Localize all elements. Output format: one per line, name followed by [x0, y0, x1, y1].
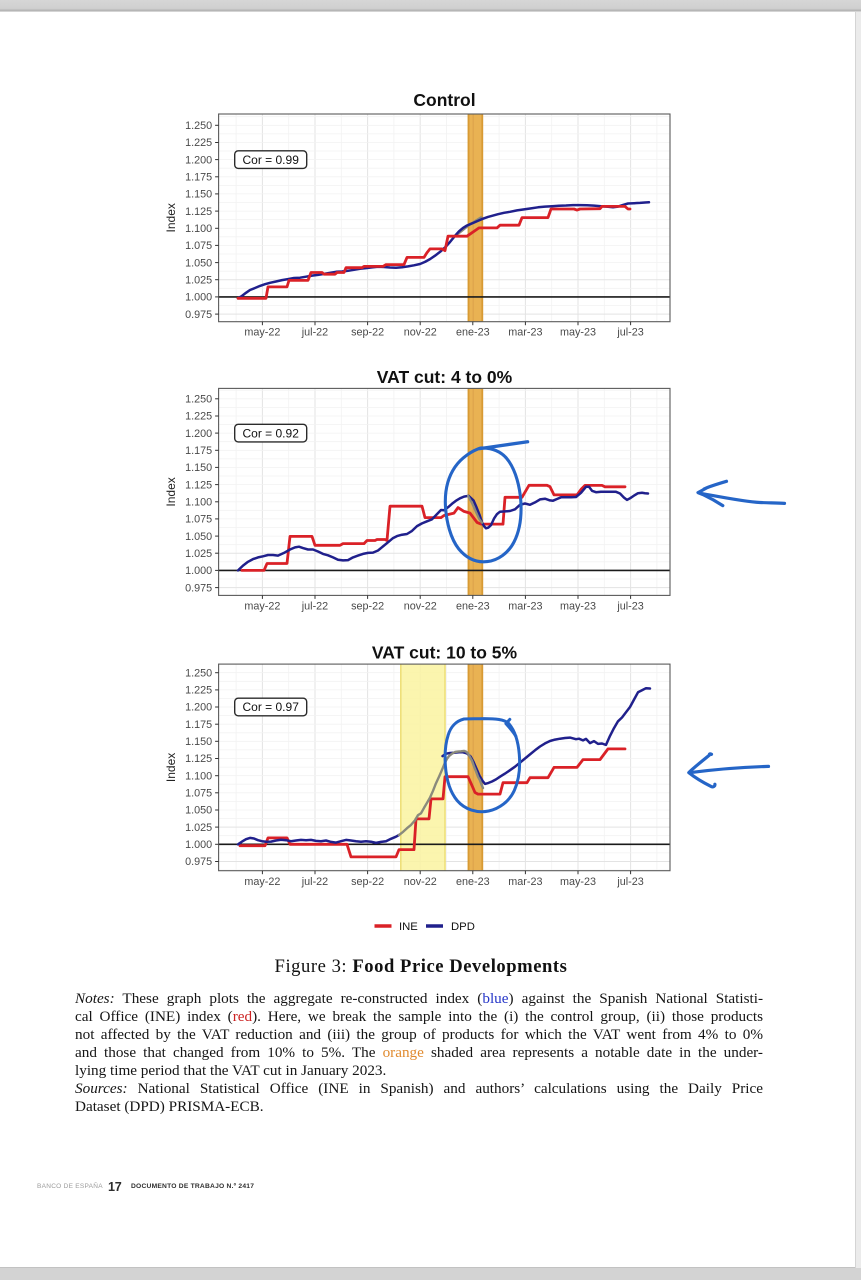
svg-text:1.200: 1.200 — [185, 154, 212, 166]
svg-text:1.225: 1.225 — [185, 137, 212, 149]
svg-text:Cor = 0.99: Cor = 0.99 — [243, 153, 300, 167]
svg-text:1.125: 1.125 — [185, 753, 212, 765]
svg-text:Index: Index — [164, 477, 178, 506]
svg-text:1.150: 1.150 — [185, 189, 212, 201]
svg-text:1.000: 1.000 — [185, 839, 212, 851]
svg-text:ene-23: ene-23 — [456, 327, 490, 339]
svg-text:0.975: 0.975 — [185, 582, 212, 594]
svg-text:1.250: 1.250 — [185, 120, 212, 132]
svg-text:1.050: 1.050 — [185, 531, 212, 543]
svg-text:1.000: 1.000 — [185, 292, 212, 304]
svg-text:1.025: 1.025 — [185, 274, 212, 286]
svg-text:nov-22: nov-22 — [404, 876, 437, 888]
svg-text:1.025: 1.025 — [185, 822, 212, 834]
svg-text:1.100: 1.100 — [185, 223, 212, 235]
svg-text:0.975: 0.975 — [185, 309, 212, 321]
svg-text:Cor = 0.92: Cor = 0.92 — [243, 426, 300, 440]
svg-text:1.200: 1.200 — [185, 702, 212, 714]
svg-text:mar-23: mar-23 — [508, 327, 542, 339]
svg-text:0.975: 0.975 — [185, 856, 212, 868]
svg-text:sep-22: sep-22 — [351, 327, 384, 339]
svg-text:jul-22: jul-22 — [301, 601, 328, 613]
svg-text:jul-23: jul-23 — [616, 601, 643, 613]
svg-text:1.000: 1.000 — [185, 565, 212, 577]
svg-text:jul-22: jul-22 — [301, 876, 328, 888]
svg-text:jul-22: jul-22 — [301, 327, 328, 339]
svg-text:1.250: 1.250 — [185, 667, 212, 679]
svg-text:1.050: 1.050 — [185, 805, 212, 817]
svg-text:may-23: may-23 — [560, 876, 596, 888]
svg-text:1.100: 1.100 — [185, 770, 212, 782]
svg-text:Index: Index — [164, 203, 178, 232]
svg-text:1.100: 1.100 — [185, 497, 212, 509]
svg-text:ene-23: ene-23 — [456, 601, 490, 613]
svg-text:DPD: DPD — [451, 921, 475, 933]
svg-text:1.075: 1.075 — [185, 788, 212, 800]
svg-text:1.225: 1.225 — [185, 411, 212, 423]
svg-text:may-23: may-23 — [560, 327, 596, 339]
svg-text:may-23: may-23 — [560, 601, 596, 613]
svg-text:VAT cut: 4 to 0%: VAT cut: 4 to 0% — [377, 367, 513, 387]
svg-text:1.050: 1.050 — [185, 257, 212, 269]
svg-text:mar-23: mar-23 — [508, 876, 542, 888]
svg-text:1.175: 1.175 — [185, 172, 212, 184]
svg-text:nov-22: nov-22 — [404, 601, 437, 613]
svg-text:1.025: 1.025 — [185, 548, 212, 560]
svg-text:sep-22: sep-22 — [351, 601, 384, 613]
svg-text:nov-22: nov-22 — [404, 327, 437, 339]
svg-text:Cor = 0.97: Cor = 0.97 — [243, 700, 300, 714]
svg-text:1.200: 1.200 — [185, 428, 212, 440]
svg-text:may-22: may-22 — [244, 327, 280, 339]
svg-text:INE: INE — [399, 921, 418, 933]
svg-text:1.125: 1.125 — [185, 206, 212, 218]
svg-text:sep-22: sep-22 — [351, 876, 384, 888]
svg-text:ene-23: ene-23 — [456, 876, 490, 888]
svg-text:jul-23: jul-23 — [616, 327, 643, 339]
svg-text:mar-23: mar-23 — [508, 601, 542, 613]
svg-text:1.225: 1.225 — [185, 685, 212, 697]
svg-text:1.250: 1.250 — [185, 394, 212, 406]
svg-text:1.150: 1.150 — [185, 462, 212, 474]
svg-text:may-22: may-22 — [244, 601, 280, 613]
svg-text:Control: Control — [413, 90, 475, 110]
svg-text:1.175: 1.175 — [185, 719, 212, 731]
svg-text:Index: Index — [164, 753, 178, 782]
svg-text:1.125: 1.125 — [185, 479, 212, 491]
svg-text:may-22: may-22 — [244, 876, 280, 888]
svg-text:1.175: 1.175 — [185, 445, 212, 457]
svg-text:1.150: 1.150 — [185, 736, 212, 748]
svg-text:1.075: 1.075 — [185, 240, 212, 252]
svg-text:jul-23: jul-23 — [616, 876, 643, 888]
svg-text:1.075: 1.075 — [185, 514, 212, 526]
svg-text:VAT cut: 10 to 5%: VAT cut: 10 to 5% — [372, 642, 518, 662]
